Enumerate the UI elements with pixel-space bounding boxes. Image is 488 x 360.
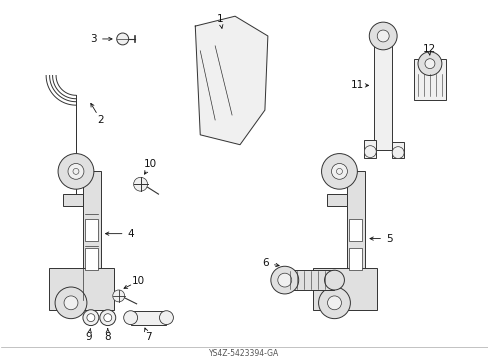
- Bar: [326, 194, 346, 206]
- Circle shape: [324, 270, 344, 290]
- Circle shape: [391, 147, 403, 158]
- Bar: [349, 219, 362, 240]
- Circle shape: [58, 154, 94, 189]
- Bar: [284, 270, 334, 290]
- Circle shape: [277, 273, 291, 287]
- Text: YS4Z-5423394-GA: YS4Z-5423394-GA: [208, 349, 279, 358]
- Text: 10: 10: [132, 276, 145, 286]
- Circle shape: [87, 314, 95, 321]
- Bar: [312, 268, 376, 310]
- Bar: [373, 31, 391, 150]
- Text: 10: 10: [143, 159, 157, 170]
- Text: 9: 9: [85, 332, 92, 342]
- Circle shape: [133, 177, 147, 191]
- Circle shape: [364, 146, 375, 158]
- Circle shape: [376, 30, 388, 42]
- Text: 8: 8: [104, 332, 111, 342]
- Text: 12: 12: [422, 44, 435, 54]
- Bar: [346, 171, 365, 300]
- Circle shape: [417, 52, 441, 76]
- Bar: [349, 248, 362, 270]
- Circle shape: [55, 287, 87, 319]
- Bar: [63, 194, 83, 206]
- Bar: [391, 142, 403, 158]
- Circle shape: [113, 290, 124, 302]
- Bar: [413, 59, 445, 100]
- Polygon shape: [195, 16, 267, 145]
- Circle shape: [64, 296, 78, 310]
- Circle shape: [68, 163, 84, 179]
- Bar: [364, 140, 375, 158]
- Bar: [83, 171, 101, 300]
- Text: 11: 11: [350, 80, 363, 90]
- Bar: [85, 219, 98, 240]
- Circle shape: [123, 311, 137, 325]
- Circle shape: [103, 314, 112, 321]
- Circle shape: [368, 22, 396, 50]
- Circle shape: [321, 154, 357, 189]
- Bar: [49, 268, 114, 310]
- Text: 1: 1: [216, 14, 223, 24]
- Text: 4: 4: [127, 229, 134, 239]
- Circle shape: [159, 311, 173, 325]
- Circle shape: [73, 168, 79, 174]
- Circle shape: [327, 296, 341, 310]
- Circle shape: [270, 266, 298, 294]
- Circle shape: [336, 168, 342, 174]
- Circle shape: [117, 33, 128, 45]
- Circle shape: [100, 310, 116, 325]
- Bar: [85, 248, 98, 270]
- Text: 6: 6: [262, 258, 268, 268]
- Circle shape: [318, 287, 350, 319]
- Bar: [130, 311, 166, 325]
- Circle shape: [331, 163, 346, 179]
- Text: 3: 3: [90, 34, 97, 44]
- Circle shape: [83, 310, 99, 325]
- Text: 5: 5: [385, 234, 392, 244]
- Text: 2: 2: [97, 115, 104, 125]
- Circle shape: [424, 59, 434, 69]
- Text: 7: 7: [145, 332, 152, 342]
